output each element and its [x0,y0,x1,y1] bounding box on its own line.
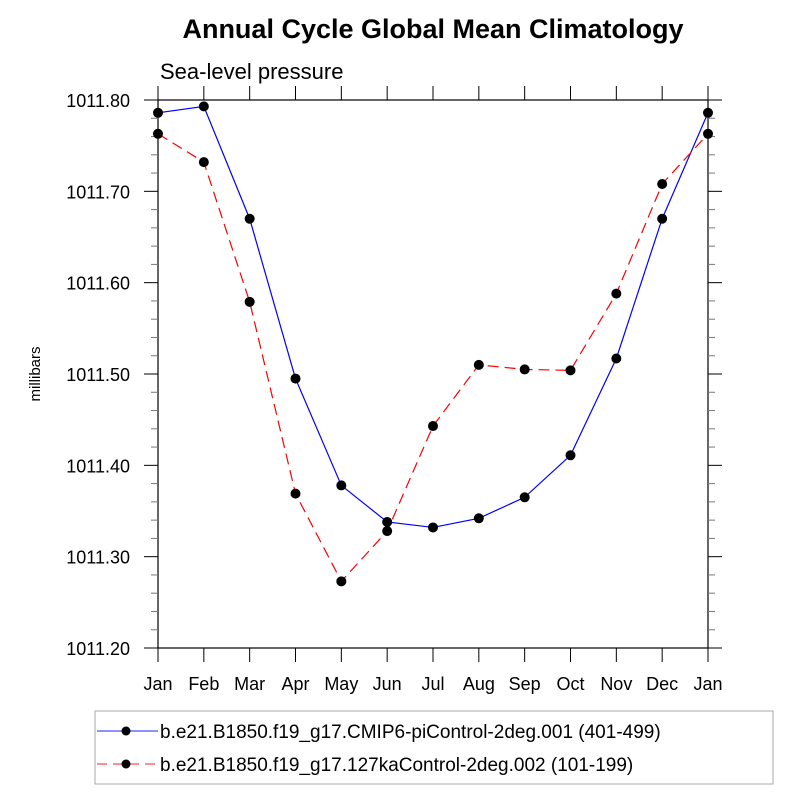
series-2-point [565,365,576,376]
series-1-point [428,522,438,533]
series-1-point [657,213,668,224]
y-tick-label: 1011.30 [66,548,130,568]
series-1-point [519,492,530,503]
legend-label-1: b.e21.B1850.f19_g17.CMIP6-piControl-2deg… [160,722,661,743]
axes [144,86,722,662]
legend-box [94,710,774,785]
y-tick-label: 1011.80 [66,91,130,111]
x-tick-label: Jan [143,674,172,694]
x-tick-label: Feb [188,674,219,694]
legend-marker-1 [121,726,131,736]
y-tick-label: 1011.20 [66,639,130,659]
series-1-point [153,107,163,118]
series-1-point [703,107,713,118]
y-tick-label: 1011.70 [66,182,130,202]
y-tick-label: 1011.40 [66,456,130,476]
y-tick-labels: 1011.20 1011.30 1011.40 1011.50 1011.60 1011.… [66,91,130,659]
x-tick-label: Jul [421,674,444,694]
series-markers [153,101,713,587]
series-line-2 [157,133,709,583]
plot-frame [157,99,709,649]
x-tick-label: Aug [463,674,495,694]
chart-title: Annual Cycle Global Mean Climatology [182,14,683,44]
series-1-point [336,480,347,491]
x-tick-labels: Jan Feb Mar Apr May Jun Jul Aug Sep Oct Nov Dec Jan [143,674,722,694]
y-tick-label: 1011.50 [66,365,130,385]
series-2-point [657,179,668,190]
series-2-point [703,128,713,139]
legend-label-2: b.e21.B1850.f19_g17.127kaControl-2deg.00… [160,755,633,776]
series-2-point [290,488,301,499]
series-2-point [336,576,347,587]
series-2-point [153,128,163,139]
y-axis-label: millibars [27,346,44,401]
x-tick-label: Dec [646,674,678,694]
series-2-point [244,296,255,307]
series-lines [157,105,709,583]
series-1-point [611,353,622,364]
series-2-point [473,359,484,370]
series-1-point [382,516,393,527]
legend: b.e21.B1850.f19_g17.CMIP6-piControl-2deg… [94,710,774,785]
series-1-point [473,513,484,524]
series-2-point [519,364,530,375]
series-1-point [198,101,209,112]
x-tick-label: Mar [234,674,265,694]
x-tick-label: Jun [373,674,402,694]
x-tick-label: Oct [556,674,584,694]
legend-marker-2 [121,759,131,769]
x-tick-label: Apr [281,674,309,694]
chart-subtitle: Sea-level pressure [160,59,343,84]
series-2-point [611,288,622,299]
series-2-point [198,157,209,168]
x-tick-label: Nov [600,674,632,694]
series-1-point [244,213,255,224]
series-1-point [565,450,576,461]
series-line-1 [157,105,709,529]
series-2-point [428,421,438,432]
series-2-point [382,526,393,537]
x-tick-label: Jan [693,674,722,694]
y-tick-label: 1011.60 [66,274,130,294]
x-tick-label: May [324,674,358,694]
x-tick-label: Sep [509,674,541,694]
series-1-point [290,373,301,384]
